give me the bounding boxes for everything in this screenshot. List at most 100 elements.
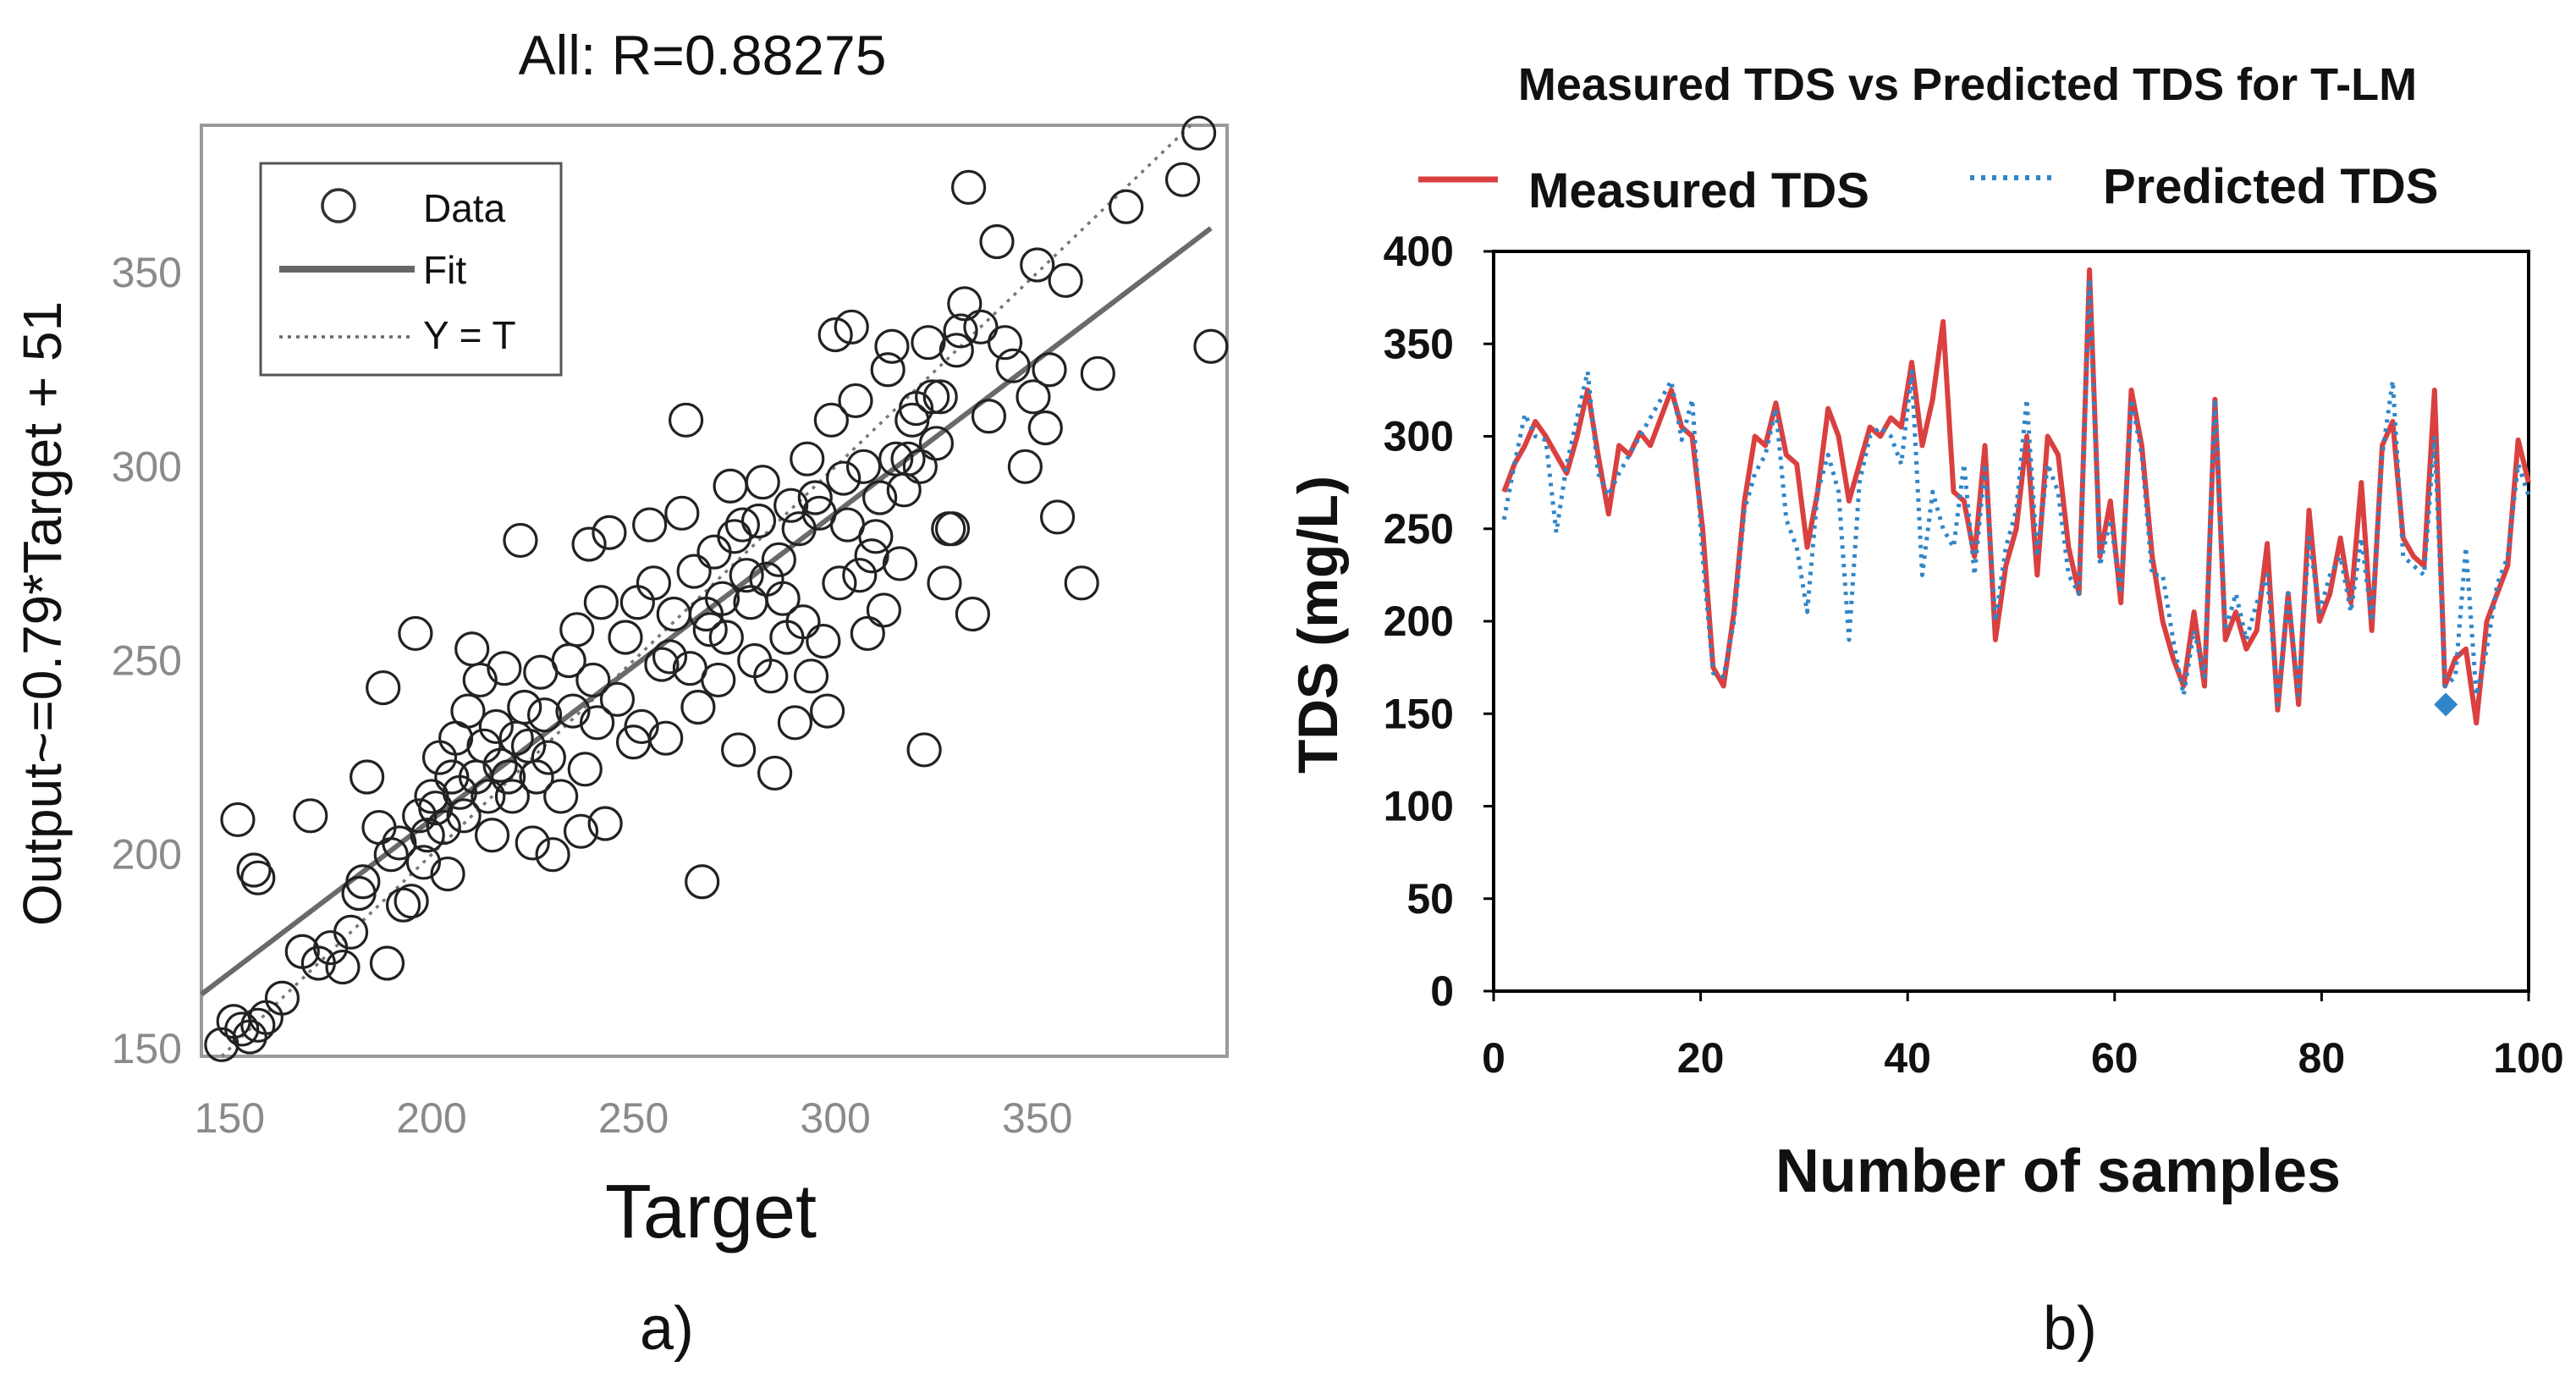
data-point: [915, 379, 950, 415]
data-point: [471, 779, 506, 814]
right-y-tick-50: 50: [1406, 875, 1454, 923]
scatter-panel: All: R=0.88275 150 200 250 300 350 150 200 250 3…: [12, 24, 1229, 1363]
data-point: [350, 759, 385, 795]
data-point: [717, 519, 752, 554]
data-point: [430, 856, 465, 892]
left-y-tick-300: 300: [112, 443, 182, 490]
data-point: [369, 945, 405, 981]
data-point: [410, 818, 445, 853]
data-point: [482, 747, 518, 783]
right-x-tick-20: 20: [1677, 1034, 1725, 1082]
data-point: [240, 1007, 276, 1043]
data-point: [817, 317, 853, 353]
left-xlabel: Target: [605, 1170, 817, 1254]
data-point: [922, 379, 958, 415]
data-point: [583, 585, 619, 620]
data-point: [1039, 499, 1076, 535]
data-point: [240, 860, 276, 895]
data-point: [701, 662, 736, 698]
left-ylabel: Output~=0.79*Target + 51: [12, 301, 73, 926]
caption-a: a): [640, 1295, 694, 1363]
data-point: [979, 223, 1015, 260]
legend-fit-label: Fit: [423, 248, 466, 292]
left-x-tick-200: 200: [396, 1094, 466, 1142]
legend-predicted-label: Predicted TDS: [2103, 159, 2438, 214]
data-point: [1007, 449, 1043, 484]
data-point: [842, 558, 878, 593]
data-point: [1193, 328, 1229, 364]
data-point: [971, 399, 1007, 434]
measured-tds-line: [1501, 267, 2531, 726]
data-point: [955, 596, 990, 632]
data-point: [874, 328, 910, 364]
data-point: [293, 798, 328, 834]
data-point: [648, 720, 684, 756]
data-point: [806, 623, 841, 659]
data-point: [543, 779, 579, 814]
data-point: [366, 669, 401, 706]
left-x-tick-250: 250: [598, 1094, 669, 1142]
data-point: [567, 752, 603, 787]
data-point: [668, 402, 704, 438]
left-tick-labels: 150 200 250 300 350 150 200 250 300 350: [112, 249, 1073, 1142]
right-tick-labels: 0 50 100 150 200 250 300 350 400 0 20 40 60 80 100: [1384, 228, 2564, 1082]
data-point: [559, 612, 595, 647]
data-point: [450, 693, 486, 729]
right-y-tick-200: 200: [1384, 598, 1454, 645]
data-point: [797, 480, 833, 515]
data-point: [575, 662, 611, 698]
right-y-tick-0: 0: [1430, 967, 1454, 1015]
data-point: [995, 348, 1031, 383]
right-y-tick-300: 300: [1384, 413, 1454, 460]
data-point: [333, 914, 369, 950]
data-point: [1181, 115, 1217, 151]
data-point: [753, 658, 789, 694]
data-point: [773, 488, 809, 523]
data-point: [890, 441, 926, 477]
data-point: [487, 651, 522, 686]
data-point: [398, 615, 433, 652]
data-point: [236, 852, 272, 888]
data-point: [704, 581, 740, 616]
right-x-tick-80: 80: [2298, 1034, 2346, 1082]
left-legend: Data Fit Y = T: [259, 162, 563, 377]
caption-b: b): [2043, 1295, 2097, 1363]
left-y-tick-350: 350: [112, 249, 182, 296]
data-point: [790, 441, 825, 477]
data-point: [624, 708, 659, 745]
data-point: [1016, 379, 1051, 415]
y-equals-t-line: [220, 124, 1192, 1058]
data-point: [345, 864, 381, 900]
right-y-tick-150: 150: [1384, 690, 1454, 737]
data-point: [494, 779, 531, 814]
data-point: [571, 526, 607, 562]
data-point: [462, 662, 498, 698]
data-point: [761, 542, 796, 577]
data-point: [1164, 162, 1201, 197]
left-x-tick-150: 150: [195, 1094, 265, 1142]
right-x-tick-40: 40: [1884, 1034, 1931, 1082]
line-panel: Measured TDS vs Predicted TDS for T-LM M…: [1286, 59, 2564, 1363]
data-point: [644, 647, 680, 682]
data-point: [785, 604, 821, 640]
data-point: [938, 333, 974, 368]
data-point: [850, 615, 885, 652]
data-point: [1032, 352, 1067, 388]
legend-yt-label: Y = T: [423, 313, 516, 357]
data-point: [777, 705, 813, 741]
data-point: [592, 515, 627, 550]
data-point: [531, 740, 566, 775]
data-point: [373, 837, 409, 873]
data-point: [947, 286, 983, 322]
data-point: [418, 791, 454, 826]
data-point: [870, 352, 905, 388]
data-point: [745, 465, 780, 500]
data-point: [918, 426, 955, 461]
data-point: [555, 693, 591, 729]
right-x-tick-100: 100: [2493, 1034, 2563, 1082]
data-point: [854, 538, 889, 574]
legend-measured-label: Measured TDS: [1528, 163, 1869, 218]
data-point: [220, 802, 256, 838]
right-y-tick-100: 100: [1384, 783, 1454, 830]
